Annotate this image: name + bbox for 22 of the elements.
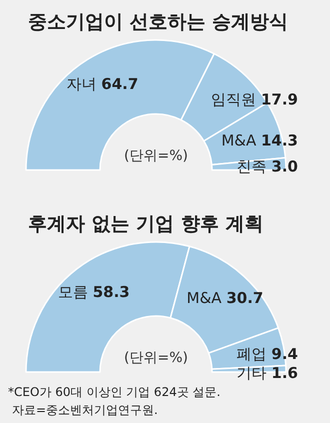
slice-label: M&A [221, 131, 261, 150]
data-label: 14.3 [260, 131, 298, 150]
data-label: 9.4 [271, 344, 298, 363]
slice-label: M&A [186, 288, 226, 307]
slice-label: 모름 [58, 283, 93, 302]
chart-title: 중소기업이 선호하는 승계방식 [28, 11, 288, 33]
slice-label: 친족 [236, 157, 272, 176]
slice-label: 폐업 [236, 344, 272, 363]
slice-label: 임직원 [211, 90, 261, 108]
chart-title: 후계자 없는 기업 향후 계획 [28, 213, 264, 235]
slice-label: 자녀 [66, 75, 102, 94]
data-label: 58.3 [92, 283, 130, 302]
data-label: 3.0 [271, 157, 298, 176]
data-label: 17.9 [260, 90, 298, 108]
data-label: 1.6 [271, 364, 298, 382]
data-label: 64.7 [101, 75, 138, 94]
text: (단위=%) [124, 148, 188, 164]
text: *CEO가 60대 이상인 기업 624곳 설문. [8, 385, 220, 399]
data-label: 30.7 [226, 288, 264, 307]
slice-label: 기타 [236, 364, 272, 382]
text: (단위=%) [124, 350, 188, 366]
text: 자료=중소벤처기업연구원. [12, 403, 158, 417]
